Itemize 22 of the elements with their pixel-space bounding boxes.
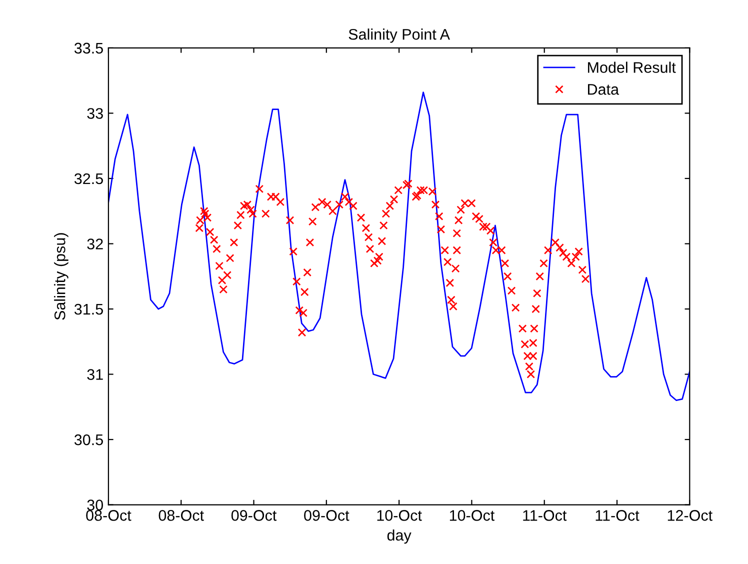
x-tick-label: 10-Oct xyxy=(377,510,422,521)
x-tick-label: 08-Oct xyxy=(158,510,204,521)
chart-title: Salinity Point A xyxy=(348,28,450,43)
y-tick-label: 33.5 xyxy=(74,42,103,54)
x-tick-label: 10-Oct xyxy=(450,510,495,521)
y-tick-label: 32.5 xyxy=(74,173,103,184)
x-tick-label: 09-Oct xyxy=(231,510,277,521)
x-tick-label: 11-Oct xyxy=(596,510,640,521)
x-tick-label: 09-Oct xyxy=(304,510,350,521)
y-tick-label: 31.5 xyxy=(74,304,103,315)
y-tick-label: 30 xyxy=(87,500,104,510)
x-tick-label: 08-Oct xyxy=(86,510,132,521)
x-tick-label: 11-Oct xyxy=(523,510,567,521)
y-tick-label: 31 xyxy=(87,369,103,380)
y-axis-title: Salinity (psu) xyxy=(54,233,68,320)
y-tick-label: 33 xyxy=(87,108,103,119)
x-tick-label: 12-Oct xyxy=(668,510,712,521)
legend-label: Model Result xyxy=(588,62,676,73)
y-tick-label: 30.5 xyxy=(74,434,103,446)
x-axis-title: day xyxy=(387,529,412,544)
y-tick-label: 32 xyxy=(87,238,103,250)
legend-label: Data xyxy=(588,84,620,95)
